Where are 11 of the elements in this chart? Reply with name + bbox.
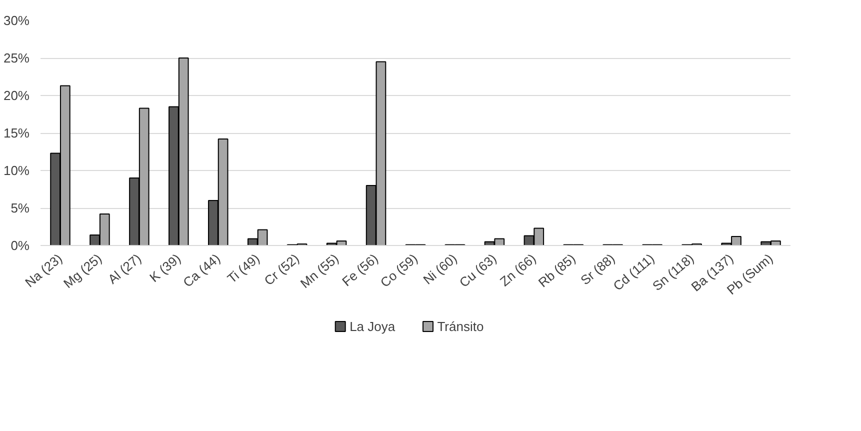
legend-label: Tránsito — [437, 319, 484, 334]
y-tick-label: 20% — [3, 88, 30, 103]
y-tick-label: 15% — [3, 126, 30, 140]
y-tick-label: 25% — [3, 50, 30, 66]
y-tick-label: 0% — [10, 238, 30, 253]
x-tick-label: Al (27) — [105, 250, 144, 287]
y-tick-label: 5% — [10, 200, 30, 216]
x-tick-label: Ti (49) — [224, 250, 262, 286]
y-tick-label: 30% — [3, 13, 30, 28]
legend-label: La Joya — [350, 319, 396, 334]
y-tick-label: 10% — [3, 163, 30, 178]
